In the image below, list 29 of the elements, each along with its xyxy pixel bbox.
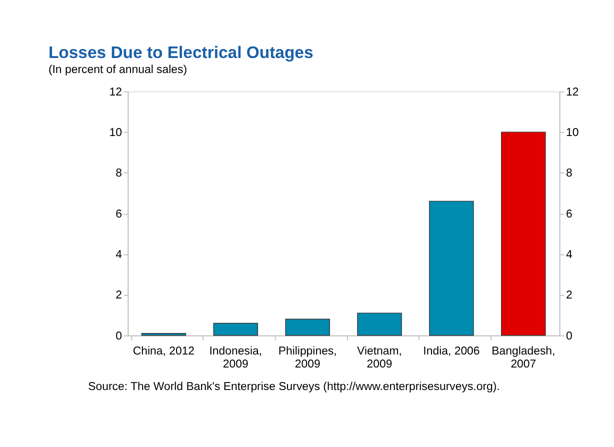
- y2-tick-label: 2: [566, 290, 572, 302]
- bar: [429, 200, 474, 336]
- source-note: Source: The World Bank's Enterprise Surveys (http://www.enterprisesurveys.org).: [88, 381, 500, 394]
- x-tick-label: China, 2012: [132, 345, 195, 358]
- bar: [501, 132, 546, 336]
- y2-tick-label: 10: [566, 127, 579, 140]
- y2-tick-label: 0: [566, 330, 572, 342]
- bar: [213, 322, 258, 336]
- y-tick-label: 0: [116, 330, 122, 342]
- bar: [141, 333, 186, 336]
- y2-tick-label: 4: [566, 249, 573, 262]
- bar: [285, 318, 330, 336]
- x-tick-label: Vietnam, 2009: [357, 345, 402, 371]
- y-tick-label: 2: [116, 290, 122, 302]
- y2-tick-label: 6: [566, 208, 572, 220]
- x-tick-label: India, 2006: [423, 345, 480, 358]
- x-tick-label: Philippines, 2009: [278, 345, 337, 371]
- y-tick-label: 8: [116, 168, 122, 180]
- y-tick-label: 10: [109, 127, 122, 140]
- y-tick-label: 12: [109, 86, 122, 98]
- y2-tick-label: 8: [566, 168, 572, 180]
- bar: [357, 312, 402, 336]
- y-tick-label: 4: [116, 249, 123, 262]
- y-tick-label: 6: [116, 208, 122, 220]
- chart-title: Losses Due to Electrical Outages: [48, 42, 314, 62]
- chart-subtitle: (In percent of annual sales): [48, 64, 188, 76]
- x-tick-label: Indonesia, 2009: [209, 345, 262, 371]
- x-tick-label: Bangladesh, 2007: [492, 345, 556, 371]
- y2-tick-label: 12: [566, 86, 579, 98]
